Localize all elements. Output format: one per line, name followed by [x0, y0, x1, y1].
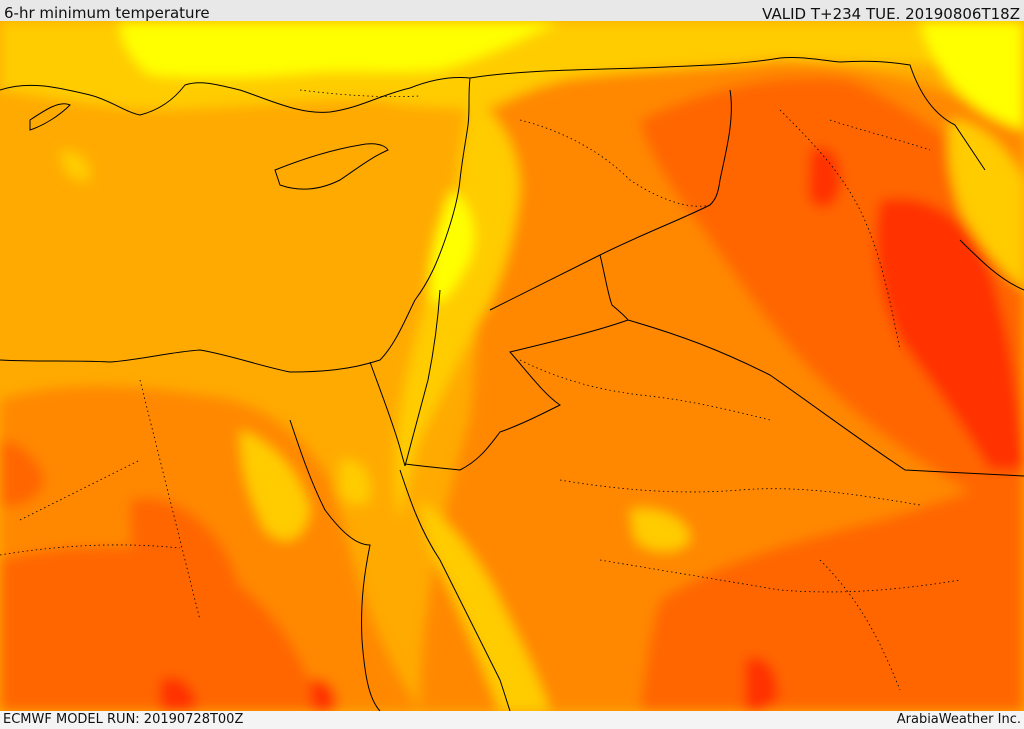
coastlines: [0, 77, 1024, 711]
admin-line-iraq: [779, 109, 931, 351]
border-jordan: [404, 254, 629, 471]
coastline-north: [0, 77, 471, 373]
field-red-orange-iraq: [640, 77, 1024, 521]
border-israel-jordan: [404, 289, 441, 467]
footer-bar: [0, 711, 1024, 729]
border-egypt-east: [369, 361, 406, 467]
temperature-map[interactable]: [0, 21, 1024, 711]
valid-time: VALID T+234 TUE. 20190806T18Z: [762, 5, 1020, 23]
coastline-crete: [29, 103, 71, 131]
field-light-orange-zagros: [948, 120, 1024, 290]
admin-line-turkey: [299, 89, 711, 207]
admin-line-gulf: [819, 559, 901, 691]
border-syria-north: [469, 57, 986, 171]
model-run: ECMWF MODEL RUN: 20190728T00Z: [3, 712, 244, 727]
admin-line-egypt: [0, 379, 201, 621]
country-borders: [369, 57, 1024, 477]
field-red-africa: [160, 677, 196, 711]
field-yellow-north: [120, 21, 560, 78]
field-red-africa-2: [310, 679, 337, 711]
credit-label: ArabiaWeather Inc.: [896, 712, 1021, 727]
field-red-orange-west: [0, 440, 45, 507]
map-title: 6-hr minimum temperature: [4, 4, 210, 22]
field-light-orange-hejaz: [420, 500, 550, 711]
coastline-red-sea-west: [289, 419, 381, 711]
field-red-arabia: [745, 657, 779, 711]
field-light-orange-inland: [630, 509, 690, 552]
field-light-orange-cyprus: [60, 149, 91, 182]
field-light-orange-levant: [394, 100, 520, 520]
field-yellow-northeast: [920, 21, 1024, 130]
field-light-orange-sinai: [240, 430, 310, 541]
coastline-aqaba-east: [399, 469, 511, 711]
admin-boundaries: [0, 89, 961, 691]
coastline-persian-gulf: [959, 239, 1024, 291]
border-saudi-iraq: [627, 319, 1024, 477]
coastline-cyprus: [274, 143, 389, 190]
field-yellow-levant: [428, 190, 474, 303]
admin-line-saudi: [519, 359, 961, 593]
field-red-orange-southeast: [640, 470, 1024, 711]
header-bar: [0, 0, 1024, 21]
field-light-orange-inland-2: [338, 459, 371, 506]
field-red-iraq-north: [808, 147, 841, 208]
field-red-orange-nile: [130, 498, 270, 711]
border-syria-iraq: [489, 89, 732, 311]
